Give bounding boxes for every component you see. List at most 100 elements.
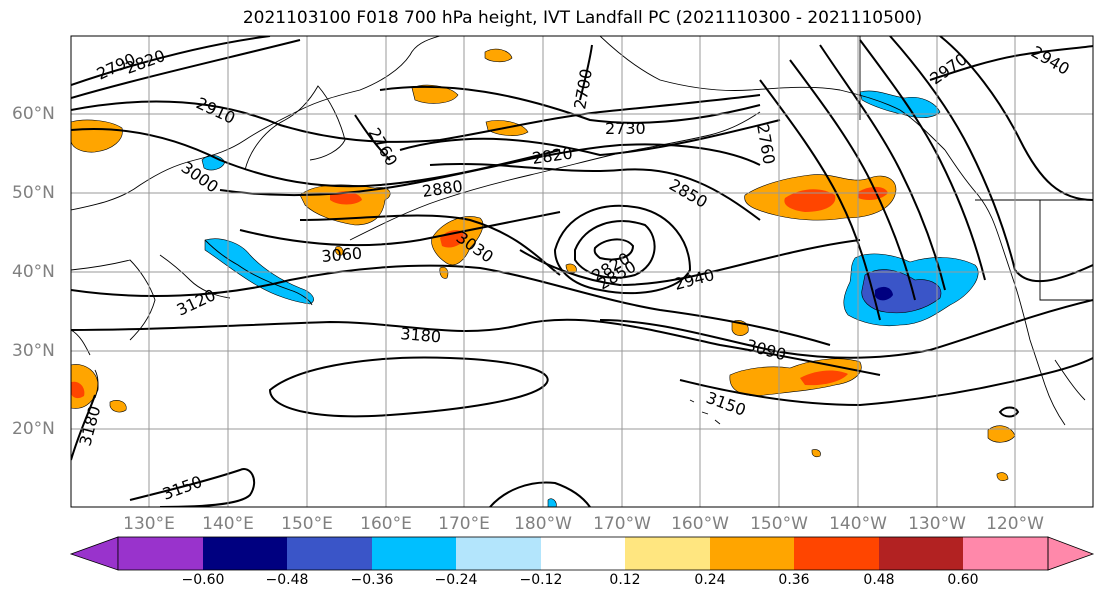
contour-label: 3180: [400, 324, 442, 346]
lat-label-30n: 30°N: [12, 341, 55, 361]
orange-patch-north-1: [411, 84, 459, 104]
lat-label-60n: 60°N: [12, 104, 55, 124]
colorbar-bin: [879, 537, 964, 570]
contour-3090: [599, 299, 1093, 359]
lon-label: 160°W: [671, 514, 729, 534]
colorbar-tick-label: −0.36: [350, 572, 394, 588]
east-trough-1: [759, 79, 881, 321]
colorbar-extend-high: [1047, 536, 1095, 571]
colorbar-bin: [203, 537, 288, 570]
small-ring-se: [998, 406, 1020, 418]
contour-3180: [71, 318, 881, 376]
colorbar-tick-label: −0.24: [434, 572, 478, 588]
lon-label: 150°E: [281, 514, 333, 534]
colorbar-bin: [541, 537, 626, 570]
contour-2700: [579, 44, 593, 101]
colorbar-bin: [710, 537, 795, 570]
blue-patch-alaska: [859, 90, 941, 118]
colorbar-tick-label: 0.12: [609, 572, 641, 588]
colorbar-tick-label: −0.48: [265, 572, 309, 588]
lon-label: 140°W: [829, 514, 887, 534]
colorbar-bin: [963, 537, 1048, 570]
contour-label: 3060: [321, 244, 363, 266]
colorbar-bin: [794, 537, 879, 570]
high-ring-3180: [268, 356, 549, 418]
graticule: [71, 36, 1093, 507]
lon-label: 120°W: [986, 514, 1044, 534]
colorbar-tick-label: 0.48: [863, 572, 895, 588]
orange-dot-3: [335, 246, 344, 256]
blue-dot-south: [547, 498, 557, 507]
colorbar-tick-label: −0.60: [181, 572, 225, 588]
lon-label: 130°E: [123, 514, 175, 534]
red-core-sw: [71, 381, 85, 399]
east-trough-2: [789, 59, 916, 301]
height-contours: [71, 36, 1093, 507]
lon-label: 170°E: [438, 514, 490, 534]
east-ridge-1: [889, 36, 1093, 283]
lon-label: 130°W: [908, 514, 966, 534]
lon-label: 140°E: [202, 514, 254, 534]
hawaii: [689, 399, 721, 425]
lon-label: 160°E: [360, 514, 412, 534]
contour-3150: [679, 357, 1093, 407]
na-west-coast: [944, 149, 1046, 386]
east-trough-3: [819, 44, 946, 291]
map-frame: [70, 35, 1094, 508]
colorbar-bin: [372, 537, 457, 570]
contour-2970-east: [929, 45, 1093, 81]
colorbar-bin: [118, 537, 203, 570]
contour-2850: [429, 162, 761, 221]
blue-patch-japan: [204, 238, 314, 305]
contour-2910: [71, 94, 761, 143]
baja: [1044, 359, 1086, 426]
small-ring-south: [489, 481, 591, 507]
colorbar-tick-label: 0.60: [947, 572, 979, 588]
colorbar: [69, 536, 1095, 571]
coastlines: [71, 36, 1093, 426]
dark-blue-core-west-coast: [861, 269, 942, 314]
colorbar-bin: [625, 537, 710, 570]
contour-2880: [219, 143, 761, 197]
orange-dot-5: [811, 449, 821, 458]
east-ridge-2: [939, 36, 1093, 201]
contour-2820: [399, 119, 781, 157]
contour-3150-south: [129, 468, 256, 507]
orange-dot-4: [109, 400, 127, 413]
colorbar-tick-label: 0.24: [694, 572, 726, 588]
alaska-coast: [599, 36, 946, 151]
asia-coast: [71, 36, 441, 211]
korea-china-coast: [71, 259, 156, 341]
colorbar-tick-label: −0.12: [519, 572, 563, 588]
contour-2820-nw: [71, 39, 301, 99]
sakhalin-japan: [159, 239, 313, 306]
colorbar-extend-low: [69, 536, 119, 571]
colorbar-bin: [287, 537, 372, 570]
lat-label-40n: 40°N: [12, 262, 55, 282]
kamchatka: [244, 85, 346, 171]
lon-label: 170°W: [593, 514, 651, 534]
contour-label: 2730: [605, 119, 646, 138]
lat-label-20n: 20°N: [12, 419, 55, 439]
low-ring-3: [553, 204, 692, 295]
colorbar-bin: [456, 537, 541, 570]
red-core-subtropic: [800, 370, 848, 386]
navy-core-west-coast: [875, 286, 893, 301]
red-core-gulf: [784, 189, 836, 212]
low-ring-2: [574, 220, 656, 279]
orange-patch-north-3: [484, 48, 513, 63]
map-title: 2021103100 F018 700 hPa height, IVT Land…: [242, 8, 923, 28]
contour-2790: [71, 36, 271, 86]
lat-label-50n: 50°N: [12, 183, 55, 203]
red-core-nw-pacific: [330, 191, 362, 205]
orange-patch-far-se-2: [996, 472, 1009, 481]
orange-patch-west-edge: [71, 119, 123, 153]
map-panel: 2790 2820 2910 3000 2760 2700 2760 2730 …: [71, 36, 1093, 507]
aleutians: [349, 111, 761, 241]
orange-dot-2: [439, 266, 449, 279]
contour-3120: [71, 264, 831, 346]
lon-label: 180°W: [514, 514, 572, 534]
contour-3180-sw: [71, 394, 96, 461]
contour-2730: [379, 85, 761, 124]
